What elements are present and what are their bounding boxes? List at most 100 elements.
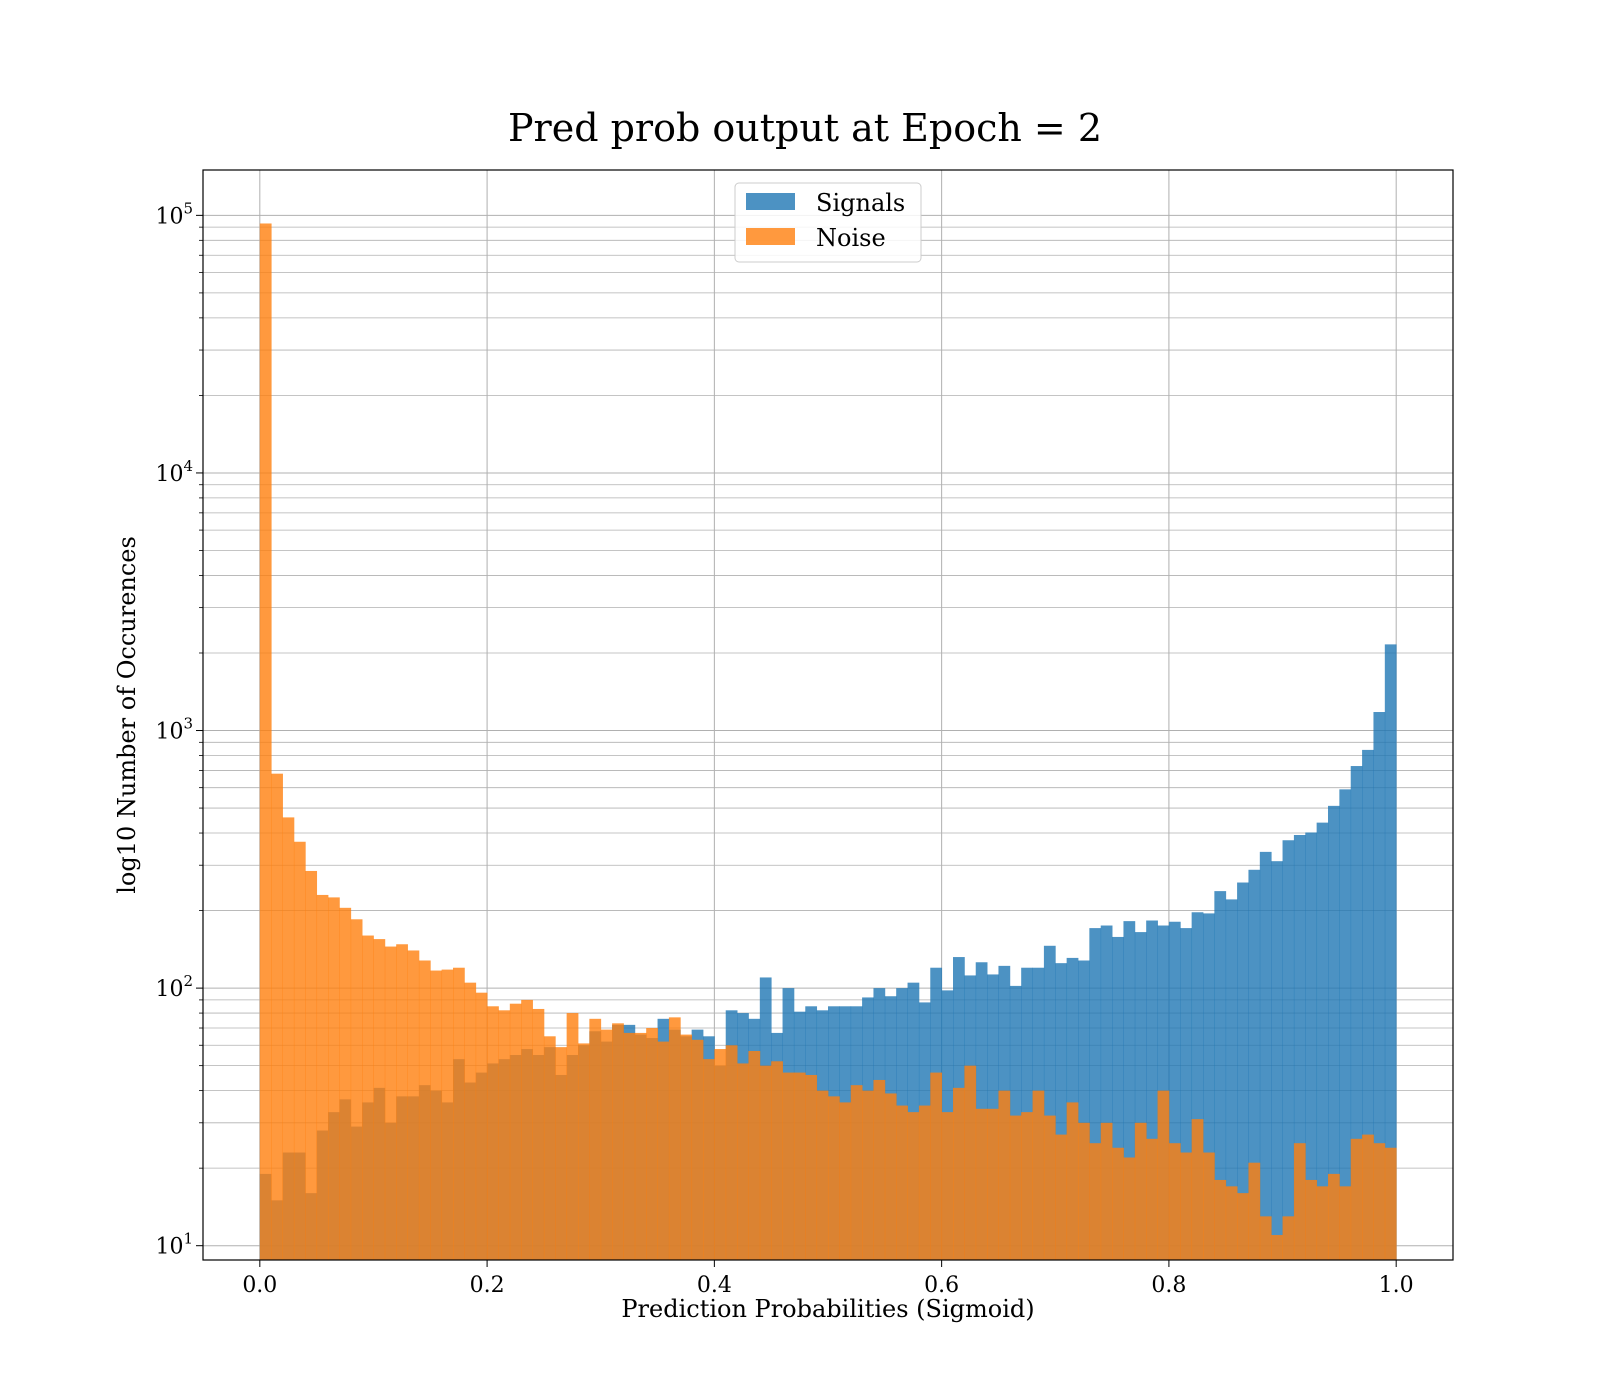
noise-bar	[668, 1017, 681, 1260]
signals-bar	[1384, 644, 1397, 1260]
noise-bar	[407, 950, 420, 1260]
noise-bar	[1282, 1216, 1295, 1260]
noise-bar	[1180, 1152, 1193, 1260]
noise-bar	[1043, 1115, 1056, 1260]
signals-bar	[1282, 840, 1295, 1260]
noise-bar	[1373, 1143, 1386, 1260]
noise-bar	[509, 1003, 522, 1260]
noise-bar	[1100, 1122, 1113, 1260]
signals-bar	[1134, 932, 1147, 1260]
x-tick-label: 1.0	[1379, 1273, 1414, 1298]
noise-bar	[578, 1043, 590, 1260]
noise-bar	[1305, 1179, 1318, 1260]
noise-bar	[714, 1049, 727, 1260]
noise-bar	[532, 1008, 545, 1260]
noise-bar	[828, 1096, 840, 1260]
signals-bar	[1373, 712, 1386, 1260]
noise-bar	[771, 1061, 783, 1260]
noise-bar	[1225, 1186, 1238, 1260]
x-axis: 0.0 0.2 0.4 0.6 0.8 1.0	[242, 1260, 1414, 1298]
legend-label-signals: Signals	[816, 189, 905, 217]
noise-bar	[1032, 1090, 1045, 1260]
noise-bar	[896, 1105, 908, 1260]
x-tick-label: 0.2	[470, 1273, 505, 1298]
noise-bar	[964, 1065, 977, 1260]
signals-bar	[1225, 899, 1238, 1260]
noise-bar	[350, 919, 363, 1260]
noise-bar	[555, 1047, 568, 1260]
noise-bar	[475, 992, 488, 1260]
noise-bar	[1157, 1090, 1170, 1260]
legend: Signals Noise	[734, 182, 922, 263]
signals-bar	[1259, 851, 1272, 1260]
signals-bar	[1316, 822, 1329, 1260]
noise-bar	[1259, 1216, 1272, 1260]
noise-bar	[305, 870, 318, 1260]
noise-bar	[362, 935, 374, 1260]
noise-bar	[748, 1050, 761, 1260]
noise-bar	[1384, 1147, 1397, 1260]
signals-bar	[1112, 936, 1124, 1260]
y-tick-label: 103	[155, 715, 193, 745]
noise-bar	[953, 1087, 965, 1260]
legend-swatch-noise	[746, 228, 795, 245]
noise-bar	[646, 1028, 658, 1260]
signals-bar	[1339, 789, 1352, 1260]
noise-bar	[691, 1039, 704, 1260]
signals-bar	[1214, 891, 1227, 1260]
noise-bar	[759, 1065, 772, 1260]
signals-bar	[1203, 913, 1215, 1260]
signals-bar	[1089, 928, 1102, 1260]
plot-area	[202, 169, 1454, 1261]
noise-bar	[339, 907, 352, 1260]
x-tick-label: 0.0	[242, 1273, 277, 1298]
noise-bar	[441, 969, 454, 1260]
noise-bar	[1066, 1102, 1079, 1260]
noise-bar	[873, 1079, 886, 1260]
noise-bars	[259, 223, 1397, 1261]
y-axis-label: log10 Number of Occurences	[113, 536, 141, 894]
signals-bar	[1328, 805, 1340, 1260]
noise-bar	[850, 1085, 863, 1260]
x-axis-label: Prediction Probabilities (Sigmoid)	[621, 1295, 1034, 1323]
noise-bar	[543, 1036, 556, 1260]
noise-bar	[566, 1013, 579, 1260]
noise-bar	[1078, 1122, 1090, 1260]
noise-bar	[657, 1041, 670, 1260]
noise-bar	[703, 1059, 715, 1260]
noise-bar	[498, 1010, 511, 1260]
noise-bar	[384, 946, 397, 1260]
noise-bar	[1203, 1152, 1215, 1260]
noise-bar	[1089, 1143, 1102, 1260]
plot-frame	[202, 169, 1454, 1261]
noise-bar	[1055, 1134, 1068, 1260]
y-tick-label: 101	[155, 1230, 193, 1260]
noise-bar	[941, 1112, 954, 1260]
noise-bar	[396, 944, 408, 1260]
noise-bar	[600, 1029, 613, 1260]
noise-bar	[1134, 1122, 1147, 1260]
noise-bar	[1271, 1235, 1283, 1260]
noise-bar	[987, 1108, 999, 1260]
noise-bar	[623, 1032, 636, 1260]
signals-bar	[1100, 925, 1113, 1260]
x-tick-label: 0.4	[697, 1273, 732, 1298]
noise-bar	[884, 1093, 897, 1260]
noise-bar	[1191, 1119, 1204, 1260]
noise-bar	[1123, 1157, 1136, 1260]
x-tick-label: 0.8	[1151, 1273, 1186, 1298]
signals-bar	[1248, 869, 1261, 1260]
signals-bar	[1305, 832, 1318, 1260]
noise-bar	[1146, 1138, 1158, 1260]
noise-bar	[328, 897, 340, 1260]
noise-bar	[839, 1102, 852, 1260]
signals-bar	[1123, 921, 1136, 1260]
noise-bar	[1328, 1173, 1340, 1260]
noise-bar	[907, 1112, 920, 1260]
chart-title: Pred prob output at Epoch = 2	[508, 106, 1102, 150]
signals-bar	[1271, 861, 1283, 1260]
noise-bar	[271, 773, 283, 1260]
noise-bar	[782, 1072, 795, 1260]
noise-bar	[1316, 1186, 1329, 1260]
y-tick-label: 104	[155, 457, 193, 487]
